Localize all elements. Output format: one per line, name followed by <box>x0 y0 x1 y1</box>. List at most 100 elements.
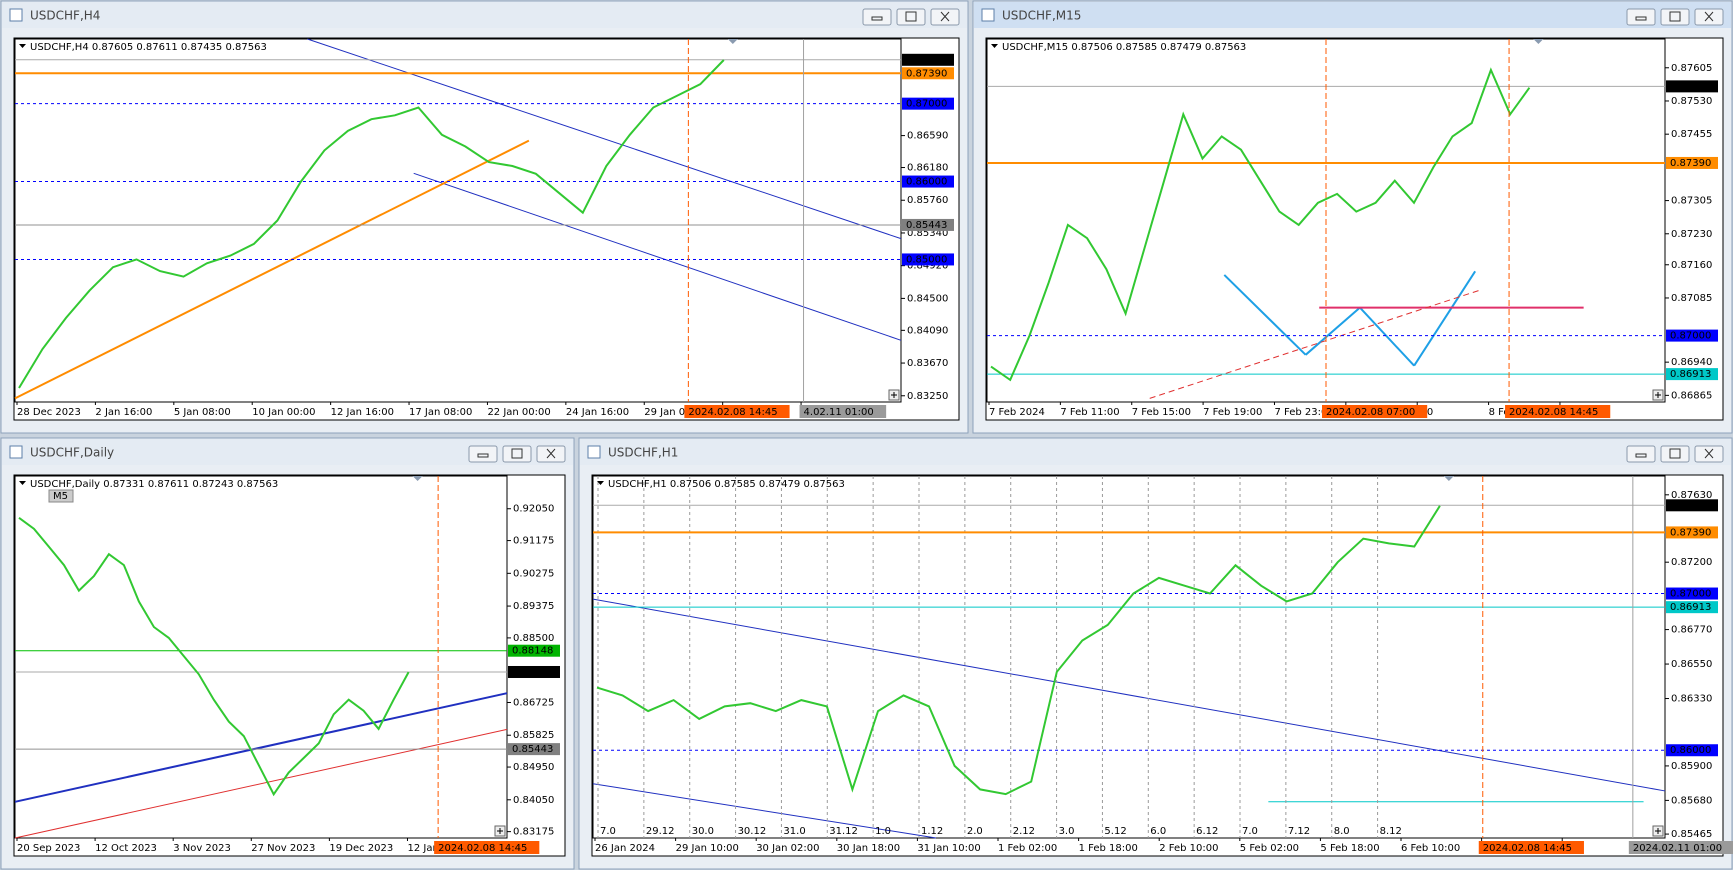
x-tick-label: 12 Jan 16:00 <box>331 407 394 418</box>
menu-arrow[interactable] <box>19 481 26 485</box>
y-tick-label: 0.83175 <box>513 827 554 838</box>
window-icon <box>9 445 23 459</box>
window-icon <box>9 8 23 22</box>
time-marker-box <box>1628 841 1733 854</box>
separator-label: 31.12 <box>829 826 858 837</box>
time-marker-box <box>1505 405 1611 418</box>
icon <box>1669 448 1681 459</box>
window-icon <box>587 445 601 459</box>
y-tick-label: 0.85825 <box>513 730 554 741</box>
maximize-button[interactable] <box>1660 8 1690 26</box>
y-tick-label: 0.88500 <box>513 633 554 644</box>
chart-info: USDCHF,M15 0.87506 0.87585 0.87479 0.875… <box>1002 42 1246 53</box>
y-tick-label: 0.84500 <box>907 293 948 304</box>
price-label: 0.87563 <box>512 667 553 678</box>
x-tick-label: 5 Feb 02:00 <box>1240 843 1299 854</box>
price-label: 0.87390 <box>906 68 947 79</box>
y-tick-label: 0.83670 <box>907 358 948 369</box>
price-line <box>990 67 1531 382</box>
price-label-box <box>902 97 954 110</box>
pattern-line <box>1359 306 1415 367</box>
trend-line <box>14 692 508 803</box>
maximize-button[interactable] <box>1660 445 1690 463</box>
x-tick-label: 7 Feb 2024 <box>989 407 1045 418</box>
y-tick-label: 0.85680 <box>1671 795 1712 806</box>
price-label: 0.87563 <box>906 55 947 66</box>
x-tick-label: 30 Jan 02:00 <box>756 843 819 854</box>
x-tick-label: 29 Jan 10:00 <box>676 843 739 854</box>
separator-label: 30.0 <box>692 826 714 837</box>
chart-window: USDCHF,H1 7.0 29.12 30.0 30.12 31.0 31.12 1.0 1.… <box>578 437 1733 870</box>
shift-marker <box>1533 39 1544 44</box>
separator-label: 8.12 <box>1380 826 1402 837</box>
icon <box>477 453 489 458</box>
x-tick-label: 7 Feb 19:00 <box>1203 407 1262 418</box>
menu-arrow[interactable] <box>19 44 26 48</box>
price-label: 0.85443 <box>906 220 947 231</box>
y-tick-label: 0.87530 <box>1671 96 1712 107</box>
x-tick-label: 10 Jan 00:00 <box>252 407 315 418</box>
shift-marker <box>1443 476 1454 481</box>
price-label: 0.87000 <box>1670 589 1711 600</box>
time-marker: 2024.02.08 07:00 <box>1326 407 1415 418</box>
menu-arrow[interactable] <box>991 44 998 48</box>
shift-marker <box>412 476 423 481</box>
menu-arrow[interactable] <box>597 481 604 485</box>
separator-label: 5.12 <box>1104 826 1126 837</box>
separator-label: 31.0 <box>783 826 805 837</box>
price-label-box <box>902 67 954 80</box>
y-tick-label: 0.91175 <box>513 536 554 547</box>
chart-info: USDCHF,Daily 0.87331 0.87611 0.87243 0.8… <box>30 479 278 490</box>
y-tick-label: 0.84920 <box>907 261 948 272</box>
price-label: 0.87390 <box>1670 158 1711 169</box>
icon <box>871 16 883 21</box>
icon <box>497 828 503 834</box>
window-title: USDCHF,Daily <box>30 446 114 460</box>
x-tick-label: 5 Feb 18:00 <box>1320 843 1379 854</box>
price-label-box <box>1666 80 1718 93</box>
x-tick-label: 2 Jan 16:00 <box>95 407 152 418</box>
x-tick-label: 12 Oct 2023 <box>95 843 157 854</box>
separator-label: 1.12 <box>921 826 943 837</box>
x-tick-label: 29 Jan 08:00 <box>644 407 707 418</box>
x-tick-label: 6 Feb 10:00 <box>1401 843 1460 854</box>
y-tick-label: 0.86770 <box>1671 625 1712 636</box>
icon <box>1635 453 1647 458</box>
icon <box>905 11 917 22</box>
time-marker: 2024.02.08 14:45 <box>1483 843 1572 854</box>
plot-area <box>592 475 1666 839</box>
x-tick-label: 12 Jan 20 <box>407 843 454 854</box>
title-bar <box>974 2 1731 28</box>
window-icon <box>981 8 995 22</box>
separator-label: 7.0 <box>600 826 616 837</box>
separator-label: 6.0 <box>1150 826 1166 837</box>
maximize-button[interactable] <box>502 445 532 463</box>
chart-window: USDCHF,Daily 0.92050 0.91175 0.90275 0.89375… <box>0 437 575 870</box>
x-tick-label: 7 Feb 23:00 <box>1274 407 1333 418</box>
x-tick-label: 27 Nov 2023 <box>251 843 315 854</box>
time-marker-box <box>434 841 540 854</box>
time-marker: 2024.02.08 14:45 <box>438 843 527 854</box>
time-marker: 2024.02.11 01:00 <box>1633 843 1722 854</box>
y-tick-label: 0.84050 <box>513 795 554 806</box>
icon <box>1704 11 1714 22</box>
pattern-line <box>1413 270 1476 367</box>
y-tick-label: 0.86330 <box>1671 694 1712 705</box>
time-marker-box <box>684 405 790 418</box>
y-tick-label: 0.85465 <box>1671 829 1712 840</box>
y-tick-label: 0.89375 <box>513 601 554 612</box>
title-bar <box>580 439 1731 465</box>
y-tick-label: 0.87160 <box>1671 260 1712 271</box>
x-tick-label: 31 Jan 10:00 <box>917 843 980 854</box>
icon <box>940 11 950 22</box>
y-tick-label: 0.87305 <box>1671 196 1712 207</box>
maximize-button[interactable] <box>896 8 926 26</box>
price-line <box>596 505 1441 796</box>
shift-marker <box>727 39 738 44</box>
x-tick-label: 5 Jan 08:00 <box>174 407 231 418</box>
y-tick-label: 0.86725 <box>513 697 554 708</box>
x-tick-label: 26 Jan 2024 <box>595 843 655 854</box>
separator-label: 30.12 <box>738 826 767 837</box>
x-tick-label: 3 Nov 2023 <box>173 843 231 854</box>
